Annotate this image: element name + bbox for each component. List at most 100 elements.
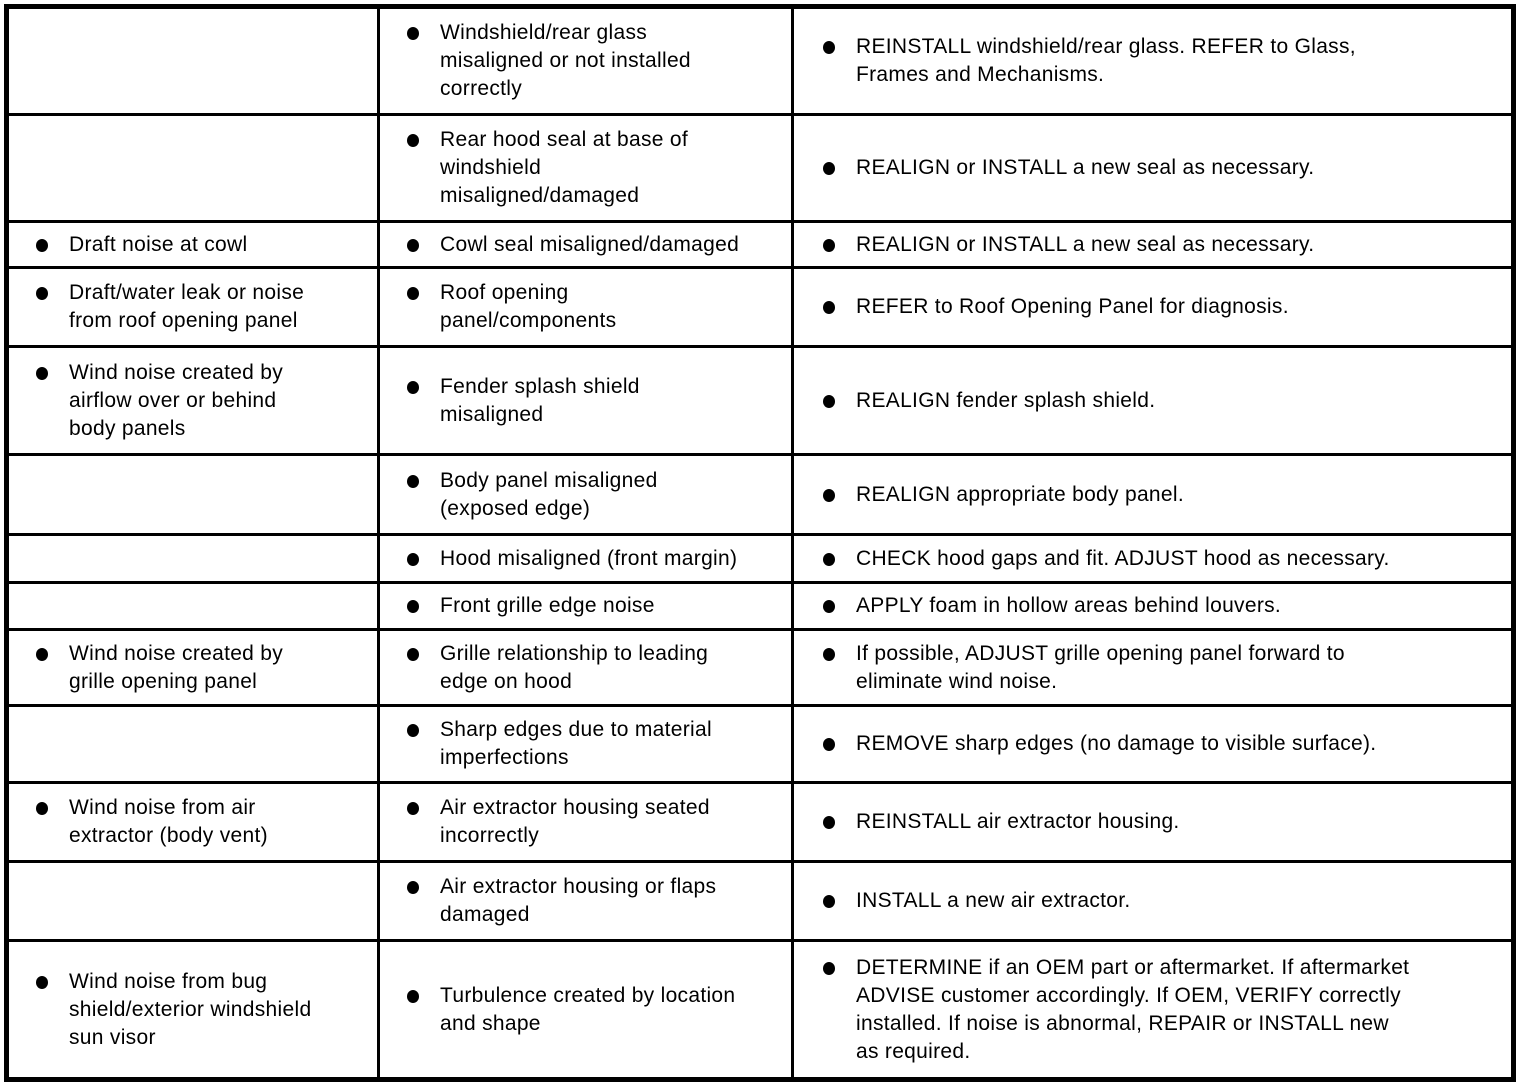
action-text: REALIGN appropriate body panel.	[856, 482, 1184, 506]
bullet-icon	[823, 895, 835, 908]
symptom-cell-empty	[9, 536, 380, 584]
cause-text: Grille relationship to leading edge on h…	[440, 641, 709, 693]
bullet-icon	[823, 394, 835, 408]
cause-cell: Grille relationship to leading edge on h…	[380, 631, 794, 707]
symptom-cell-empty	[9, 863, 380, 942]
bullet-icon	[407, 287, 419, 300]
cause-text: Front grille edge noise	[440, 594, 655, 617]
bullet-icon	[407, 552, 419, 566]
cause-cell: Windshield/rear glass misaligned or not …	[380, 9, 794, 116]
symptom-text: Draft/water leak or noise from roof open…	[69, 281, 305, 332]
bullet-icon	[36, 238, 48, 252]
symptom-cell-empty	[9, 9, 380, 116]
action-text: REINSTALL air extractor housing.	[856, 810, 1180, 833]
cause-cell: Turbulence created by location and shape	[380, 942, 794, 1077]
action-text: REALIGN or INSTALL a new seal as necessa…	[856, 232, 1315, 256]
bullet-icon	[36, 287, 48, 300]
bullet-icon	[36, 975, 48, 989]
action-text: REINSTALL windshield/rear glass. REFER t…	[856, 35, 1356, 86]
bullet-icon	[823, 738, 835, 751]
cause-cell: Cowl seal misaligned/damaged	[380, 223, 794, 269]
action-cell: CHECK hood gaps and fit. ADJUST hood as …	[794, 536, 1511, 584]
symptom-text: Wind noise created by airflow over or be…	[69, 360, 284, 440]
symptom-text: Wind noise created by grille opening pan…	[69, 641, 284, 693]
action-cell: REMOVE sharp edges (no damage to visible…	[794, 707, 1511, 784]
symptom-cell: Wind noise from air extractor (body vent…	[9, 784, 380, 863]
action-cell: REINSTALL windshield/rear glass. REFER t…	[794, 9, 1511, 116]
symptom-cell-empty	[9, 584, 380, 631]
cause-cell: Front grille edge noise	[380, 584, 794, 631]
action-cell: INSTALL a new air extractor.	[794, 863, 1511, 942]
cause-text: Rear hood seal at base of windshield mis…	[440, 128, 688, 207]
cause-text: Turbulence created by location and shape	[440, 983, 736, 1035]
cause-cell: Air extractor housing or flaps damaged	[380, 863, 794, 942]
cause-cell: Sharp edges due to material imperfection…	[380, 707, 794, 784]
bullet-icon	[407, 600, 419, 613]
action-text: REFER to Roof Opening Panel for diagnosi…	[856, 295, 1289, 318]
symptom-cell-empty	[9, 707, 380, 784]
cause-text: Windshield/rear glass misaligned or not …	[440, 21, 691, 100]
bullet-icon	[36, 366, 48, 380]
bullet-icon	[407, 134, 419, 147]
bullet-icon	[823, 162, 835, 175]
action-text: REMOVE sharp edges (no damage to visible…	[856, 732, 1377, 755]
symptom-cell: Draft/water leak or noise from roof open…	[9, 269, 380, 348]
action-cell: REALIGN fender splash shield.	[794, 348, 1511, 456]
bullet-icon	[823, 488, 835, 502]
action-text: DETERMINE if an OEM part or aftermarket.…	[856, 955, 1410, 1063]
bullet-icon	[407, 881, 419, 894]
action-text: CHECK hood gaps and fit. ADJUST hood as …	[856, 546, 1390, 570]
bullet-icon	[407, 802, 419, 815]
bullet-icon	[823, 961, 835, 975]
bullet-icon	[823, 238, 835, 252]
bullet-icon	[823, 600, 835, 613]
action-cell: REINSTALL air extractor housing.	[794, 784, 1511, 863]
bullet-icon	[36, 647, 48, 661]
bullet-icon	[407, 238, 419, 252]
symptom-cell-empty	[9, 116, 380, 223]
symptom-text: Wind noise from bug shield/exterior wind…	[69, 969, 312, 1049]
cause-text: Sharp edges due to material imperfection…	[440, 718, 712, 769]
symptom-cell: Wind noise created by grille opening pan…	[9, 631, 380, 707]
action-cell: APPLY foam in hollow areas behind louver…	[794, 584, 1511, 631]
cause-text: Roof opening panel/components	[440, 281, 617, 332]
action-text: REALIGN or INSTALL a new seal as necessa…	[856, 156, 1315, 179]
cause-cell: Air extractor housing seated incorrectly	[380, 784, 794, 863]
cause-text: Cowl seal misaligned/damaged	[440, 232, 740, 256]
cause-cell: Roof opening panel/components	[380, 269, 794, 348]
action-text: APPLY foam in hollow areas behind louver…	[856, 594, 1282, 617]
action-cell: REALIGN or INSTALL a new seal as necessa…	[794, 223, 1511, 269]
cause-text: Body panel misaligned (exposed edge)	[440, 468, 658, 520]
bullet-icon	[407, 380, 419, 394]
bullet-icon	[823, 41, 835, 54]
action-text: If possible, ADJUST grille opening panel…	[856, 641, 1345, 693]
bullet-icon	[823, 552, 835, 566]
cause-cell: Body panel misaligned (exposed edge)	[380, 456, 794, 536]
symptom-text: Wind noise from air extractor (body vent…	[69, 796, 268, 847]
symptom-cell: Draft noise at cowl	[9, 223, 380, 269]
bullet-icon	[407, 647, 419, 661]
symptom-text: Draft noise at cowl	[69, 232, 248, 256]
cause-text: Fender splash shield misaligned	[440, 374, 640, 426]
cause-cell: Hood misaligned (front margin)	[380, 536, 794, 584]
bullet-icon	[823, 816, 835, 829]
action-cell: REFER to Roof Opening Panel for diagnosi…	[794, 269, 1511, 348]
symptom-cell: Wind noise created by airflow over or be…	[9, 348, 380, 456]
action-cell: DETERMINE if an OEM part or aftermarket.…	[794, 942, 1511, 1077]
cause-cell: Fender splash shield misaligned	[380, 348, 794, 456]
action-cell: If possible, ADJUST grille opening panel…	[794, 631, 1511, 707]
bullet-icon	[823, 301, 835, 314]
bullet-icon	[36, 802, 48, 815]
symptom-cell: Wind noise from bug shield/exterior wind…	[9, 942, 380, 1077]
cause-text: Air extractor housing seated incorrectly	[440, 796, 710, 847]
bullet-icon	[407, 27, 419, 40]
action-text: REALIGN fender splash shield.	[856, 388, 1156, 412]
symptom-diagnosis-table: Windshield/rear glass misaligned or not …	[4, 4, 1516, 1082]
cause-text: Hood misaligned (front margin)	[440, 546, 738, 570]
cause-text: Air extractor housing or flaps damaged	[440, 875, 717, 926]
bullet-icon	[823, 647, 835, 661]
symptom-cell-empty	[9, 456, 380, 536]
action-cell: REALIGN or INSTALL a new seal as necessa…	[794, 116, 1511, 223]
bullet-icon	[407, 474, 419, 488]
bullet-icon	[407, 724, 419, 737]
